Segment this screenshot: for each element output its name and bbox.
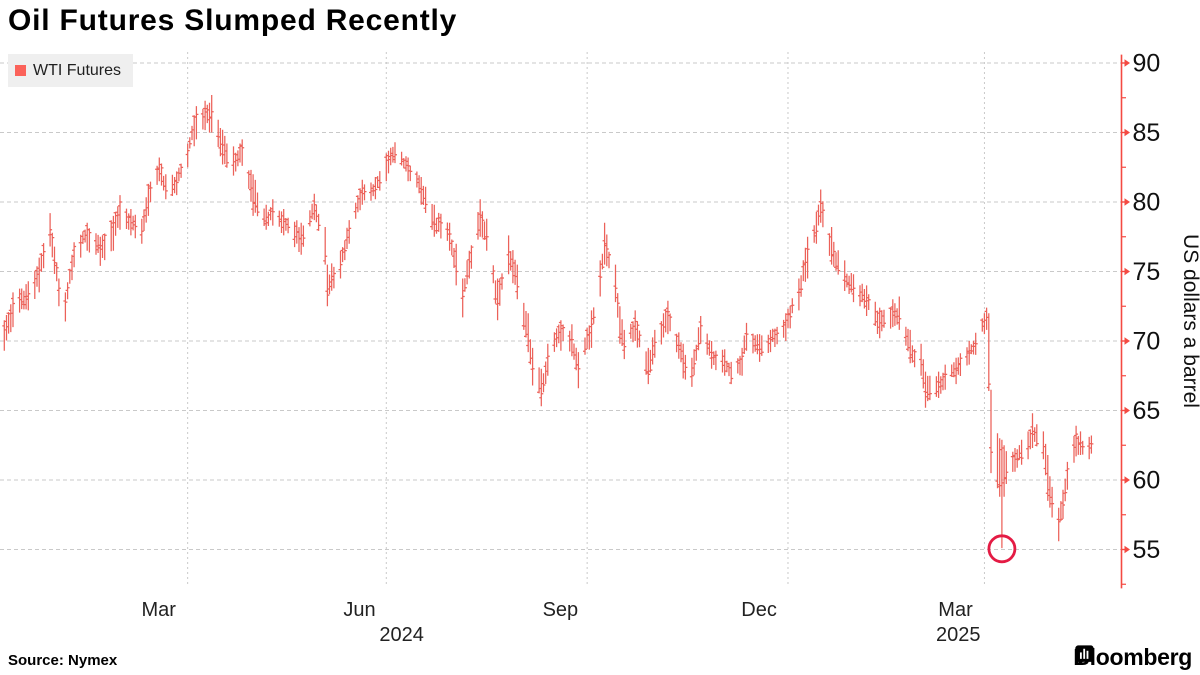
svg-text:70: 70 <box>1133 328 1161 356</box>
svg-text:Dec: Dec <box>741 599 777 621</box>
svg-text:55: 55 <box>1133 536 1161 564</box>
svg-text:Sep: Sep <box>543 599 579 621</box>
svg-text:65: 65 <box>1133 397 1161 425</box>
x-axis-labels: Mar Jun Sep Dec Mar 2024 2025 <box>141 599 980 646</box>
bloomberg-icon <box>1075 645 1094 665</box>
svg-text:2025: 2025 <box>936 624 981 646</box>
legend-swatch-icon <box>15 65 26 76</box>
legend: WTI Futures <box>8 54 134 87</box>
annotation-circle-low <box>987 534 1017 564</box>
svg-text:75: 75 <box>1133 258 1161 286</box>
svg-text:Mar: Mar <box>938 599 973 621</box>
svg-text:60: 60 <box>1133 467 1161 495</box>
gridlines <box>0 52 1121 585</box>
svg-text:Jun: Jun <box>343 599 375 621</box>
page-title: Oil Futures Slumped Recently <box>8 4 458 37</box>
svg-text:2024: 2024 <box>379 624 424 646</box>
legend-label: WTI Futures <box>33 61 122 79</box>
svg-text:85: 85 <box>1133 119 1161 147</box>
source-note: Source: Nymex <box>8 652 118 669</box>
svg-text:Mar: Mar <box>141 599 176 621</box>
price-bars-series <box>2 95 1094 549</box>
bloomberg-logo: Bloomberg <box>1073 644 1192 671</box>
y-axis: 55 60 65 70 75 80 85 90 <box>1120 50 1161 589</box>
svg-text:90: 90 <box>1133 50 1161 78</box>
y-axis-title: US dollars a barrel <box>1179 234 1200 408</box>
svg-text:80: 80 <box>1133 189 1161 217</box>
